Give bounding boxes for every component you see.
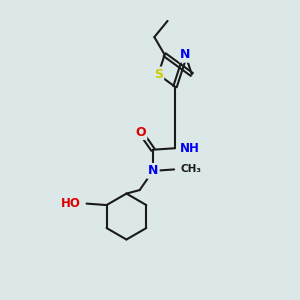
Text: NH: NH <box>180 142 200 155</box>
Text: O: O <box>135 125 146 139</box>
Text: S: S <box>154 68 163 81</box>
Text: N: N <box>180 48 190 61</box>
Text: CH₃: CH₃ <box>181 164 202 174</box>
Text: HO: HO <box>61 197 81 210</box>
Text: N: N <box>148 164 158 177</box>
